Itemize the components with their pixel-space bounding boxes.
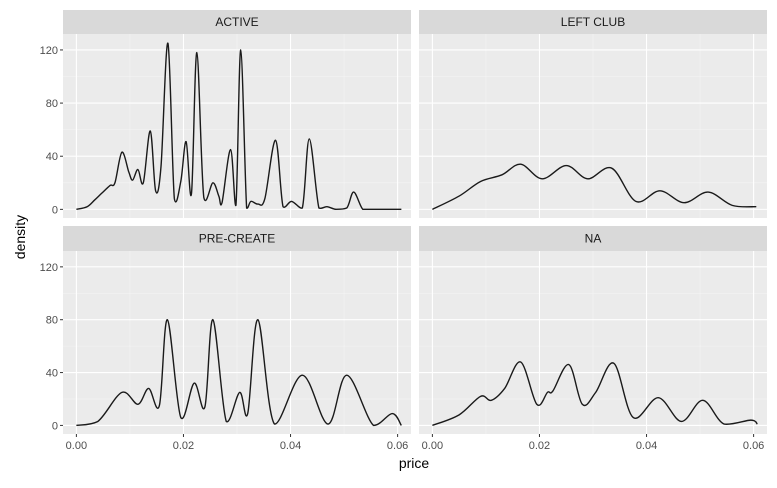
facet-label: ACTIVE <box>215 15 258 29</box>
density-curve-left-club <box>432 163 757 210</box>
facet-strip <box>63 10 411 34</box>
panel-na: NA <box>419 226 767 434</box>
y-tick-label: 0 <box>52 204 58 216</box>
x-tick-label: 0.04 <box>636 440 657 452</box>
x-tick-label: 0.02 <box>173 440 194 452</box>
x-tick-label: 0.02 <box>529 440 550 452</box>
facet-label: NA <box>585 232 602 246</box>
density-curve-active <box>76 42 402 211</box>
y-tick-label: 120 <box>40 262 58 274</box>
x-tick-label: 0.06 <box>387 440 408 452</box>
panel-active: ACTIVE <box>63 10 411 218</box>
x-tick-label: 0.00 <box>66 440 87 452</box>
density-curve-na <box>432 361 758 427</box>
facet-strip <box>63 226 411 251</box>
panel-left-club: LEFT CLUB <box>419 10 767 218</box>
x-tick-label: 0.06 <box>743 440 764 452</box>
x-axes: 0.00 0.02 0.04 0.06 0.00 0.02 0.04 0.06 <box>66 434 764 452</box>
y-tick-label: 40 <box>46 151 58 163</box>
y-tick-label: 80 <box>46 315 58 327</box>
y-axis-title: density <box>12 215 28 259</box>
y-tick-label: 120 <box>40 45 58 57</box>
x-axis-title: price <box>399 455 430 471</box>
x-tick-label: 0.04 <box>280 440 301 452</box>
density-curve-pre-create <box>76 319 402 427</box>
panel-pre-create: PRE-CREATE <box>63 226 411 434</box>
facet-panels: ACTIVE LEFT CLUB PRE-CREATE NA <box>63 10 767 434</box>
y-tick-label: 80 <box>46 98 58 110</box>
facet-label: PRE-CREATE <box>199 232 275 246</box>
x-tick-label: 0.00 <box>422 440 443 452</box>
y-tick-label: 40 <box>46 368 58 380</box>
facet-label: LEFT CLUB <box>561 15 625 29</box>
y-axes: 0 40 80 120 0 40 80 120 <box>40 45 63 432</box>
facet-strip <box>419 226 767 251</box>
y-tick-label: 0 <box>52 420 58 432</box>
facet-strip <box>419 10 767 34</box>
